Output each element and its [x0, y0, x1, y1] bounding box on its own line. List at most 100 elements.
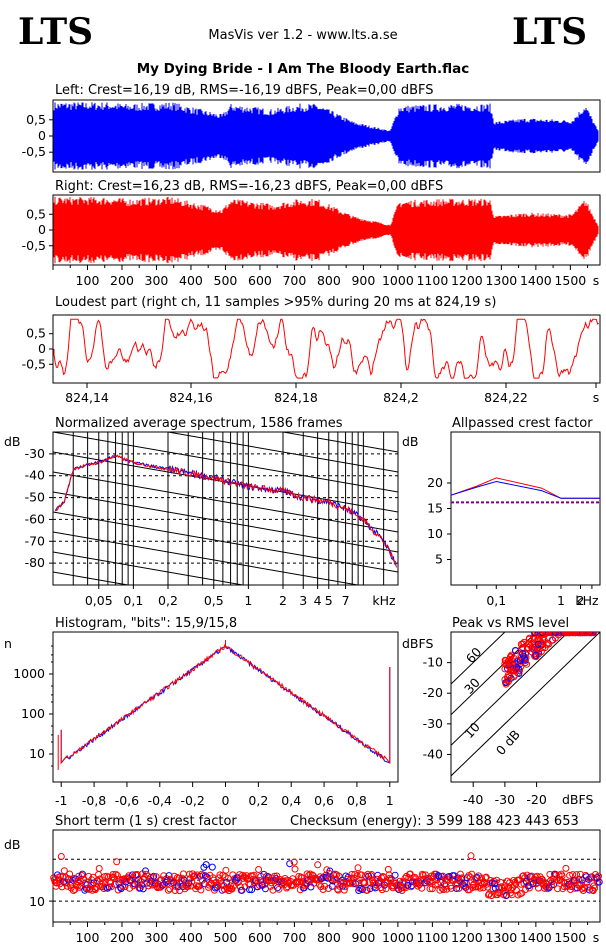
short-term-point-right	[379, 873, 387, 880]
left-waveform-ytick-label: 0,5	[26, 112, 46, 127]
short-term-point-right	[290, 858, 298, 866]
short-term-point-right	[472, 874, 480, 882]
short-term-point-right	[519, 872, 527, 880]
right-waveform-xtick-label: 300	[145, 273, 169, 288]
spectrum-slope-line	[53, 551, 246, 585]
right-waveform-xtick-label: 500	[214, 273, 238, 288]
short-term-point-right	[121, 883, 129, 891]
spectrum-xtick-label: 1	[244, 593, 252, 608]
short-term-point-left	[248, 886, 256, 894]
spectrum-xtick-label: 0,2	[158, 593, 178, 608]
short-term-xtick-label: 500	[214, 930, 238, 945]
peak-rms-point-right	[549, 632, 557, 637]
short-term-point-left	[529, 880, 537, 888]
short-term-point-right	[414, 882, 422, 890]
short-term-point-left	[503, 891, 511, 899]
short-term-point-right	[482, 873, 490, 881]
peak-rms-point-right	[546, 632, 554, 637]
short-term-point-right	[235, 878, 243, 886]
short-term-point-right	[407, 883, 415, 891]
peak-rms-point-left	[519, 650, 527, 658]
left-waveform-envelope	[53, 102, 599, 170]
histogram-xtick-label: 1	[386, 793, 394, 808]
short-term-point-left	[320, 873, 328, 881]
peak-rms-point-left	[531, 632, 538, 637]
peak-rms-point-right	[576, 632, 584, 637]
short-term-point-right	[581, 884, 589, 892]
right-waveform-ytick-label: -0,5	[22, 238, 46, 253]
right-waveform-ytick-label: 0,5	[26, 206, 46, 221]
short-term-point-right	[258, 881, 266, 889]
loudest-ytick-label: -0,5	[22, 356, 46, 371]
short-term-point-left	[359, 886, 366, 893]
short-term-point-right	[361, 879, 369, 887]
allpassed-ylabel: dB	[402, 434, 419, 449]
spectrum-ytick-label: -70	[25, 533, 45, 548]
allpassed-xtick-label: 0,1	[486, 593, 506, 608]
short-term-point-right	[562, 864, 570, 872]
histogram-xtick-label: -0,8	[82, 793, 106, 808]
short-term-point-right	[353, 872, 361, 880]
right-waveform-envelope	[53, 196, 599, 264]
loudest-ytick-label: 0,5	[26, 326, 46, 341]
spectrum-ytick-label: -60	[25, 511, 45, 526]
histogram-xtick-label: 0	[222, 793, 230, 808]
short-term-point-right	[236, 871, 244, 879]
spectrum-slope-line	[53, 471, 398, 533]
histogram-frame	[52, 631, 399, 783]
right-waveform-xtick-label: 1200	[451, 273, 483, 288]
short-term-point-right	[222, 866, 230, 874]
short-term-point-right	[324, 885, 332, 892]
peak-rms-point-right	[537, 648, 545, 656]
histogram-xtick-label: 0,8	[347, 793, 367, 808]
short-term-point-right	[296, 878, 303, 886]
peak-rms-point-right	[508, 663, 516, 671]
histogram-xtick-label: -0,2	[180, 793, 204, 808]
loudest-frame	[52, 314, 601, 384]
histogram-ylabel: n	[4, 636, 12, 651]
histogram-xtick-label: -1	[55, 793, 67, 808]
short-term-xtick-label: s	[593, 930, 600, 945]
checksum-text: Checksum (energy): 3 599 188 423 443 653	[290, 814, 579, 829]
left-waveform-ytick-label: -0,5	[22, 144, 46, 159]
peak-rms-diagonal	[451, 632, 600, 777]
peak-rms-point-right	[508, 651, 515, 659]
short-term-point-right	[447, 884, 455, 892]
peak-rms-ytick-label: -10	[423, 655, 443, 670]
peak-rms-point-right	[542, 632, 549, 637]
short-term-point-left	[129, 871, 137, 879]
short-term-point-left	[246, 886, 253, 894]
right-waveform-xtick-label: 1100	[416, 273, 448, 288]
peak-rms-xtick-label: -30	[495, 792, 515, 807]
spectrum-xtick-label: kHz	[372, 593, 396, 608]
short-term-xtick-label: 700	[282, 930, 306, 945]
peak-rms-ytick-label: -30	[423, 716, 443, 731]
right-waveform-xtick-label: 1000	[382, 273, 414, 288]
short-term-point-right	[91, 885, 99, 893]
short-term-point-right	[485, 891, 492, 899]
short-term-xtick-label: 900	[351, 930, 375, 945]
short-term-point-right	[538, 875, 546, 883]
peak-rms-point-right	[501, 660, 509, 668]
short-term-point-right	[76, 883, 83, 891]
short-term-point-right	[401, 874, 409, 882]
peak-rms-frame	[450, 631, 601, 783]
peak-rms-point-right	[561, 632, 569, 637]
short-term-point-right	[566, 886, 574, 893]
spectrum-slope-line	[53, 531, 361, 585]
short-term-point-left	[434, 872, 442, 880]
right-waveform-xtick-label: 800	[317, 273, 341, 288]
right-waveform-title: Right: Crest=16,23 dB, RMS=-16,23 dBFS, …	[55, 179, 443, 194]
right-waveform-xtick-label: 600	[248, 273, 272, 288]
peak-rms-diag-label: 30	[461, 675, 483, 697]
loudest-xtick-label: 824,16	[169, 390, 213, 405]
short-term-point-right	[323, 866, 331, 874]
peak-rms-point-left	[551, 632, 559, 637]
peak-rms-point-left	[532, 651, 540, 659]
spectrum-slope-line	[53, 491, 398, 553]
peak-rms-point-right	[518, 645, 526, 653]
right-waveform-xtick-label: 1500	[554, 273, 586, 288]
short-term-point-right	[426, 885, 434, 893]
allpassed-ytick-label: 20	[427, 475, 443, 490]
right-waveform-ytick-label: 0	[38, 222, 46, 237]
